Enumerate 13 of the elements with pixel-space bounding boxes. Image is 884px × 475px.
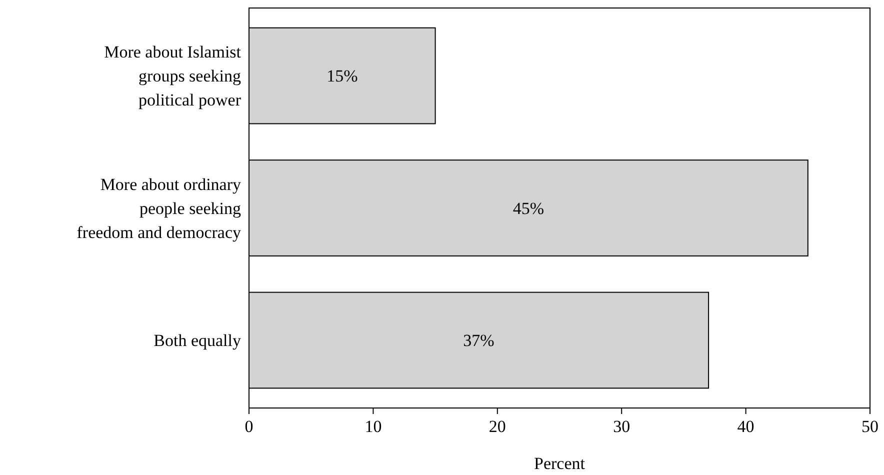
x-tick-label: 10 xyxy=(364,417,382,436)
x-tick-label: 50 xyxy=(862,417,878,436)
x-tick-label: 40 xyxy=(737,417,754,436)
y-tick-label: More about Islamist groups seeking political power xyxy=(104,42,242,110)
data-label: 15% xyxy=(326,66,358,86)
y-tick-label: More about ordinary people seeking freedom and democracy xyxy=(76,174,242,242)
x-tick-label: 20 xyxy=(488,417,506,436)
data-label: 37% xyxy=(463,331,494,350)
x-axis-title: Percent xyxy=(534,454,586,473)
x-tick-label: 30 xyxy=(613,417,630,436)
y-tick-label: Both equally xyxy=(154,331,242,350)
data-label: 45% xyxy=(512,198,544,218)
x-tick-label: 0 xyxy=(244,417,254,436)
